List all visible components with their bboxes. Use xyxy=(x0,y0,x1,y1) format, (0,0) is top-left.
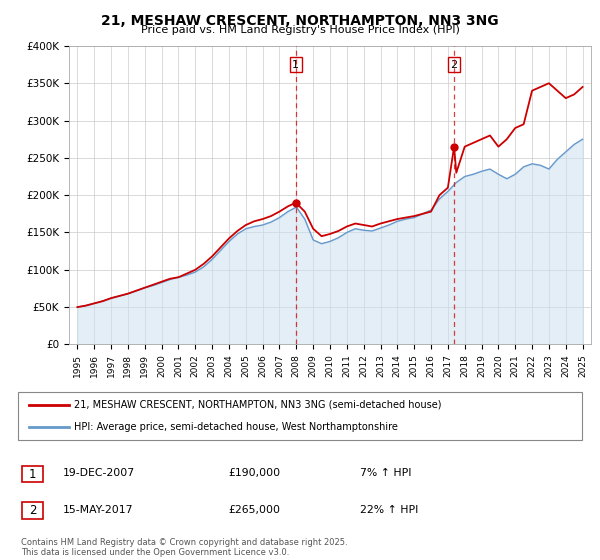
Text: £190,000: £190,000 xyxy=(228,468,280,478)
Text: 21, MESHAW CRESCENT, NORTHAMPTON, NN3 3NG: 21, MESHAW CRESCENT, NORTHAMPTON, NN3 3N… xyxy=(101,14,499,28)
Text: 22% ↑ HPI: 22% ↑ HPI xyxy=(360,505,418,515)
Text: £265,000: £265,000 xyxy=(228,505,280,515)
Text: Contains HM Land Registry data © Crown copyright and database right 2025.
This d: Contains HM Land Registry data © Crown c… xyxy=(21,538,347,557)
Text: Price paid vs. HM Land Registry's House Price Index (HPI): Price paid vs. HM Land Registry's House … xyxy=(140,25,460,35)
FancyBboxPatch shape xyxy=(18,392,582,440)
Text: 7% ↑ HPI: 7% ↑ HPI xyxy=(360,468,412,478)
Text: 1: 1 xyxy=(29,468,36,480)
Text: 19-DEC-2007: 19-DEC-2007 xyxy=(63,468,135,478)
Text: HPI: Average price, semi-detached house, West Northamptonshire: HPI: Average price, semi-detached house,… xyxy=(74,422,398,432)
FancyBboxPatch shape xyxy=(22,502,43,519)
FancyBboxPatch shape xyxy=(22,466,43,482)
Text: 1: 1 xyxy=(292,59,299,69)
Text: 15-MAY-2017: 15-MAY-2017 xyxy=(63,505,133,515)
Text: 21, MESHAW CRESCENT, NORTHAMPTON, NN3 3NG (semi-detached house): 21, MESHAW CRESCENT, NORTHAMPTON, NN3 3N… xyxy=(74,400,442,410)
Text: 2: 2 xyxy=(29,504,36,517)
Text: 2: 2 xyxy=(451,59,458,69)
